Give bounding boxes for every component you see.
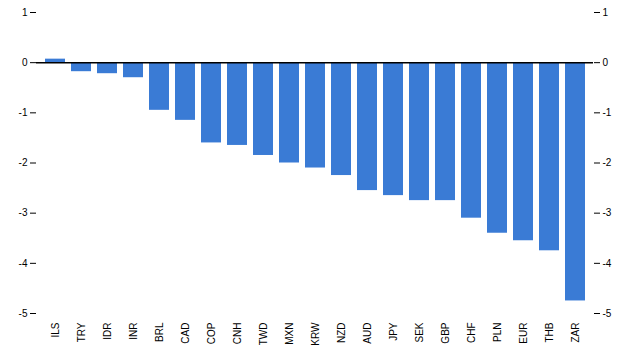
svg-text:IDR: IDR (102, 323, 113, 340)
svg-text:TRY: TRY (76, 322, 87, 342)
svg-text:0: 0 (603, 57, 609, 68)
svg-text:CNH: CNH (232, 323, 243, 345)
svg-text:-3: -3 (19, 207, 28, 218)
svg-text:NZD: NZD (336, 323, 347, 344)
svg-text:-3: -3 (603, 207, 612, 218)
svg-text:BRL: BRL (154, 322, 165, 342)
svg-text:0: 0 (22, 57, 28, 68)
svg-text:-1: -1 (603, 107, 612, 118)
svg-text:-1: -1 (19, 107, 28, 118)
svg-text:1: 1 (603, 7, 609, 18)
svg-text:EUR: EUR (518, 323, 529, 344)
svg-text:THB: THB (544, 322, 555, 342)
svg-text:-5: -5 (603, 308, 612, 319)
svg-text:CHF: CHF (466, 323, 477, 344)
svg-text:ILS: ILS (50, 322, 61, 337)
svg-text:KRW: KRW (310, 322, 321, 346)
svg-text:-4: -4 (19, 258, 28, 269)
svg-text:COP: COP (206, 322, 217, 344)
svg-text:CAD: CAD (180, 323, 191, 344)
svg-text:JPY: JPY (388, 322, 399, 341)
svg-text:1: 1 (22, 7, 28, 18)
svg-text:AUD: AUD (362, 323, 373, 344)
svg-text:SEK: SEK (414, 322, 425, 342)
svg-text:MXN: MXN (284, 323, 295, 345)
svg-text:GBP: GBP (440, 322, 451, 343)
svg-text:-4: -4 (603, 258, 612, 269)
svg-text:TWD: TWD (258, 323, 269, 346)
svg-text:INR: INR (128, 323, 139, 340)
svg-text:-5: -5 (19, 308, 28, 319)
svg-text:-2: -2 (603, 157, 612, 168)
svg-text:-2: -2 (19, 157, 28, 168)
svg-text:PLN: PLN (492, 323, 503, 342)
svg-text:ZAR: ZAR (570, 323, 581, 343)
